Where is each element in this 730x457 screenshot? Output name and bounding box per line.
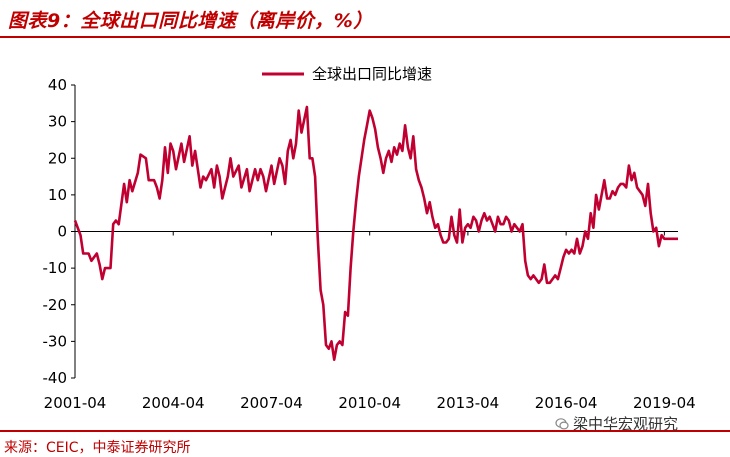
source-note: 来源：CEIC，中泰证券研究所 [4, 440, 191, 456]
x-tick-label: 2004-04 [142, 394, 205, 412]
x-tick-label: 2013-04 [437, 394, 500, 412]
x-tick-label: 2016-04 [535, 394, 598, 412]
y-tick-label: -30 [43, 332, 68, 350]
y-tick-label: -10 [43, 259, 68, 277]
y-tick-label: 20 [48, 149, 67, 167]
y-tick-label: 0 [57, 223, 67, 241]
x-tick-label: 2019-04 [633, 394, 696, 412]
y-tick-label: 10 [48, 186, 67, 204]
watermark-text: 梁中华宏观研究 [573, 415, 679, 433]
x-tick-label: 2001-04 [44, 394, 107, 412]
wechat-icon [555, 417, 569, 430]
footer-divider [0, 430, 730, 432]
chart-legend: 全球出口同比增速 [262, 65, 432, 83]
x-axis-ticks: 2001-04 2004-04 2007-04 2010-04 2013-04 2016-… [44, 231, 696, 412]
x-tick-label: 2010-04 [338, 394, 401, 412]
y-axis-ticks: 40 30 20 10 0 -10 -20 -30 -40 [43, 76, 75, 387]
y-tick-label: 30 [48, 113, 67, 131]
legend-label: 全球出口同比增速 [312, 65, 432, 83]
y-tick-label: -40 [43, 369, 68, 387]
watermark: 梁中华宏观研究 [555, 413, 678, 434]
figure-title: 图表9：全球出口同比增速（离岸价，%） [8, 10, 373, 32]
series-line [73, 105, 678, 361]
y-tick-label: -20 [43, 296, 68, 314]
x-tick-label: 2007-04 [240, 394, 303, 412]
title-divider [0, 36, 730, 38]
series-layer [73, 105, 678, 361]
y-tick-label: 40 [48, 76, 67, 94]
